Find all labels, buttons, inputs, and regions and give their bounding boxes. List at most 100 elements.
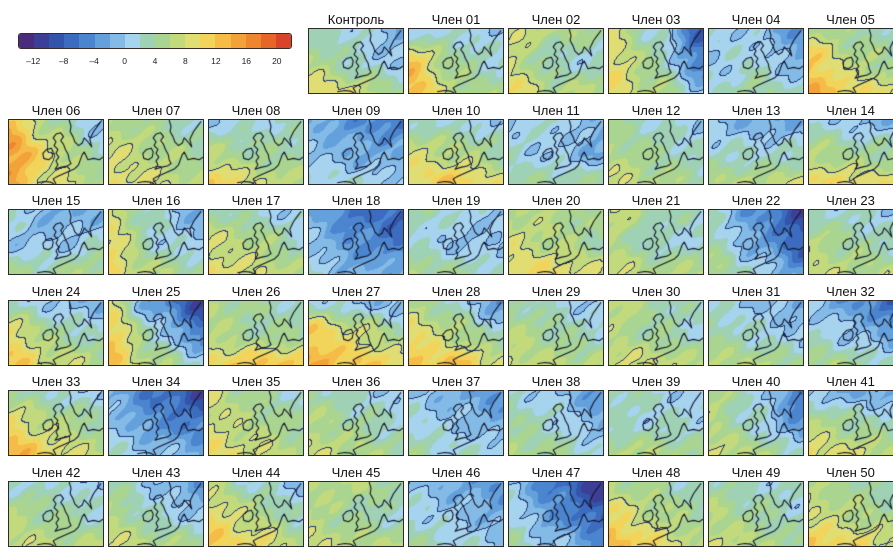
ensemble-member: Член 31 [708, 284, 804, 366]
member-label: Член 37 [431, 374, 481, 389]
ensemble-member: Член 10 [408, 103, 504, 185]
colorbar-segment [154, 34, 171, 48]
member-label: Член 42 [31, 465, 81, 480]
member-map [608, 28, 704, 94]
member-label: Член 33 [31, 374, 81, 389]
ensemble-member: Член 20 [508, 193, 604, 275]
member-map [508, 300, 604, 366]
member-map [508, 209, 604, 275]
member-map [808, 390, 893, 456]
ensemble-member: Член 38 [508, 374, 604, 456]
member-map [108, 390, 204, 456]
member-label: Член 05 [826, 12, 875, 27]
member-label: Член 32 [826, 284, 875, 299]
member-map [208, 481, 304, 547]
member-label: Член 01 [431, 12, 481, 27]
member-label: Член 31 [731, 284, 781, 299]
colorbar-tick-label: 12 [211, 56, 221, 66]
member-map [308, 300, 404, 366]
colorbar-segment [94, 34, 110, 48]
colorbar: –12 –8 –4 0 4 8 12 16 20 [18, 33, 292, 67]
member-label: Член 34 [131, 374, 181, 389]
member-label: Член 17 [231, 193, 281, 208]
member-map [808, 28, 893, 94]
member-label: Член 06 [31, 103, 81, 118]
member-label: Член 28 [431, 284, 481, 299]
member-map [8, 300, 104, 366]
colorbar-tick-label: 8 [183, 56, 188, 66]
ensemble-member: Член 02 [508, 12, 604, 94]
colorbar-tick-label: –8 [58, 56, 69, 66]
ensemble-member: Член 37 [408, 374, 504, 456]
member-map [808, 119, 893, 185]
colorbar-segment [34, 34, 50, 48]
member-label: Член 15 [31, 193, 81, 208]
colorbar-segment [170, 34, 186, 48]
member-map [108, 209, 204, 275]
member-map [308, 209, 404, 275]
ensemble-member: Член 50 [808, 465, 893, 547]
colorbar-segment [245, 34, 261, 48]
ensemble-member: Член 01 [408, 12, 504, 94]
member-label: Член 50 [826, 465, 875, 480]
member-map [308, 390, 404, 456]
ensemble-member: Член 29 [508, 284, 604, 366]
ensemble-member: Член 14 [808, 103, 893, 185]
member-map [208, 119, 304, 185]
member-label: Член 10 [431, 103, 481, 118]
member-map [508, 481, 604, 547]
colorbar-bar [18, 33, 292, 49]
colorbar-segment [200, 34, 216, 48]
member-map [708, 481, 804, 547]
member-map [608, 481, 704, 547]
member-map [808, 481, 893, 547]
member-map [308, 481, 404, 547]
ensemble-member: Член 13 [708, 103, 804, 185]
member-label: Член 39 [631, 374, 681, 389]
ensemble-member: Член 16 [108, 193, 204, 275]
ensemble-member: Член 34 [108, 374, 204, 456]
ensemble-member: Член 04 [708, 12, 804, 94]
ensemble-member: Член 09 [308, 103, 404, 185]
member-label: Член 02 [531, 12, 581, 27]
member-label: Член 16 [131, 193, 181, 208]
member-map [408, 390, 504, 456]
member-map [808, 209, 893, 275]
member-label: Член 19 [431, 193, 481, 208]
colorbar-tick-label: 16 [241, 56, 252, 66]
colorbar-tick-label: 20 [272, 56, 282, 66]
ensemble-member: Член 28 [408, 284, 504, 366]
member-label: Член 29 [531, 284, 581, 299]
ensemble-member: Член 36 [308, 374, 404, 456]
colorbar-tick-label: –12 [26, 56, 41, 66]
ensemble-member: Член 07 [108, 103, 204, 185]
member-label: Член 40 [731, 374, 781, 389]
ensemble-member: Член 05 [808, 12, 893, 94]
ensemble-member: Член 23 [808, 193, 893, 275]
member-label: Член 23 [826, 193, 875, 208]
member-label: Член 11 [532, 103, 580, 118]
member-map [508, 119, 604, 185]
colorbar-segment [260, 34, 276, 48]
member-label: Член 13 [731, 103, 781, 118]
member-label: Член 03 [631, 12, 681, 27]
ensemble-member: Член 43 [108, 465, 204, 547]
ensemble-member: Член 32 [808, 284, 893, 366]
ensemble-member: Член 39 [608, 374, 704, 456]
colorbar-tick-label: –4 [89, 56, 99, 66]
colorbar-segment [109, 34, 125, 48]
colorbar-segment [215, 34, 231, 48]
member-map [608, 390, 704, 456]
member-map [8, 209, 104, 275]
ensemble-member: Член 33 [8, 374, 104, 456]
member-map [408, 209, 504, 275]
member-label: Член 36 [331, 374, 381, 389]
member-label: Член 43 [131, 465, 181, 480]
ensemble-member: Член 21 [608, 193, 704, 275]
member-label: Член 47 [531, 465, 581, 480]
ensemble-member: Член 18 [308, 193, 404, 275]
member-map [108, 300, 204, 366]
colorbar-segment [64, 34, 80, 48]
